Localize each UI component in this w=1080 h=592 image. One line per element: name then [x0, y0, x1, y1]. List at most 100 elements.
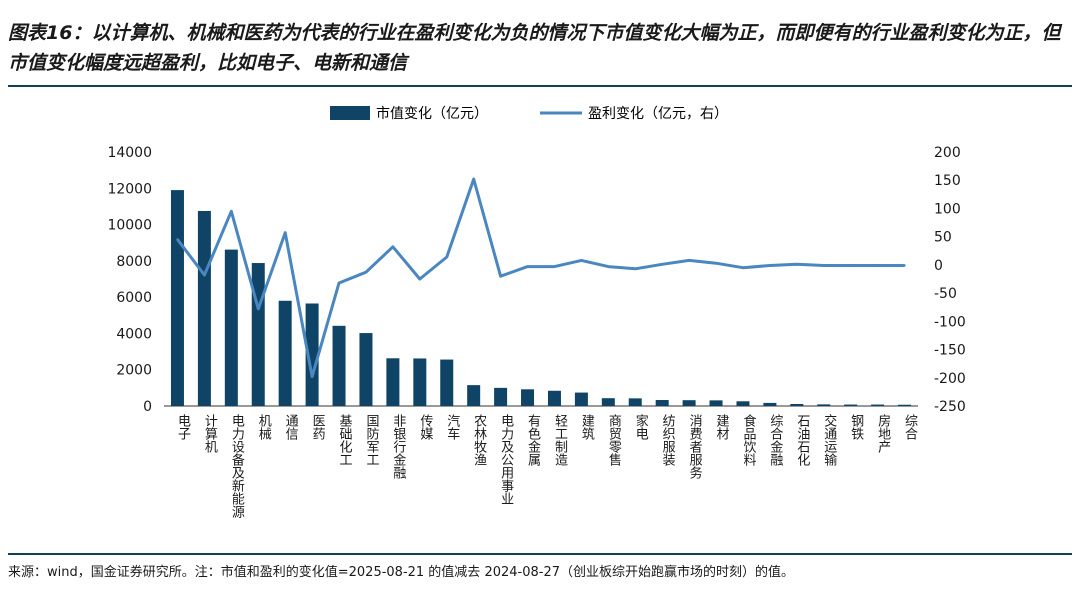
legend-bar-label: 市值变化（亿元） [376, 105, 488, 122]
x-tick-label: 医药 [310, 414, 326, 440]
bar [386, 358, 400, 406]
bar [197, 210, 211, 406]
line-point [391, 245, 395, 249]
x-tick-label: 汽车 [444, 414, 460, 440]
bar [547, 390, 561, 406]
y-right-tick-label: -200 [934, 371, 966, 387]
bar [790, 404, 804, 406]
bar [709, 400, 723, 406]
bar [574, 392, 588, 406]
bar [170, 190, 184, 406]
line-point [553, 265, 556, 268]
y-left-tick-label: 10000 [107, 218, 152, 234]
line-point [526, 265, 529, 268]
bar [332, 325, 346, 406]
x-tick-label: 有色金属 [525, 414, 541, 467]
x-tick-label: 钢铁 [848, 414, 864, 440]
bar [251, 263, 265, 406]
x-tick-label: 电力及公用事业 [498, 414, 514, 505]
bar [413, 358, 427, 406]
y-right-tick-label: 200 [934, 145, 961, 161]
x-tick-label: 综合金融 [767, 414, 783, 466]
bar [224, 249, 238, 406]
x-tick-label: 电力设备及新能源 [229, 414, 245, 518]
x-tick-label: 石油石化 [794, 414, 810, 467]
y-left-tick-label: 6000 [116, 290, 152, 306]
y-left-tick-label: 4000 [116, 326, 152, 342]
x-axis-labels: 电子 计算机 电力设备及新能源 机械 通信 医药 基础化工 国防军工 非银行金融 传媒 汽车 农林牧渔… [175, 413, 918, 518]
line-point [364, 271, 368, 274]
line-point [795, 263, 799, 266]
footer-rule [8, 553, 1072, 555]
line-point [660, 263, 664, 266]
legend-line-label: 盈利变化（亿元，右） [588, 106, 728, 122]
bar [601, 398, 615, 406]
x-tick-label: 计算机 [202, 414, 218, 454]
line-point [337, 281, 341, 285]
line-point [822, 264, 825, 267]
line-series [176, 177, 906, 379]
line-point [714, 261, 718, 265]
x-tick-label: 食品饮料 [740, 413, 756, 466]
chart-title: 图表16：以计算机、机械和医药为代表的行业在盈利变化为负的情况下市值变化大幅为正… [8, 22, 1061, 74]
line-point [876, 264, 879, 267]
line-point [230, 210, 233, 213]
source-note: 来源：wind，国金证券研究所。注：市值和盈利的变化值=2025-08-21 的… [8, 565, 794, 580]
x-tick-label: 通信 [283, 414, 299, 440]
line-point [203, 273, 206, 277]
x-tick-label: 建筑 [579, 414, 595, 441]
line-point [418, 277, 422, 281]
bar [817, 404, 831, 406]
x-tick-label: 传媒 [417, 414, 433, 440]
bar [628, 398, 642, 406]
legend: 市值变化（亿元） 盈利变化（亿元，右） [330, 105, 728, 122]
bar [871, 404, 885, 406]
y-left-tick-label: 14000 [107, 145, 152, 161]
bar-series [170, 190, 912, 406]
line-point [499, 274, 502, 278]
x-tick-label: 国防军工 [363, 414, 379, 466]
y-right-tick-label: -250 [934, 399, 966, 415]
y-right-tick-label: -150 [934, 343, 966, 359]
line-point [849, 264, 852, 267]
bar [521, 389, 535, 406]
line-point [580, 259, 583, 262]
y-right-tick-label: -100 [934, 314, 966, 330]
y-left-tick-label: 8000 [116, 254, 152, 270]
bar [682, 400, 696, 406]
x-tick-label: 基础化工 [337, 414, 353, 466]
bar [494, 387, 508, 406]
combo-chart: 市值变化（亿元） 盈利变化（亿元，右） 02000400060008000100… [107, 105, 966, 518]
profit-line [176, 177, 905, 379]
x-tick-label: 商贸零售 [606, 414, 622, 466]
bar [305, 303, 319, 406]
x-tick-label: 电子 [175, 414, 191, 440]
x-tick-label: 纺织服装 [660, 414, 676, 466]
line-point [310, 375, 314, 378]
y-left-tick-label: 0 [143, 399, 152, 415]
x-tick-label: 农林牧渔 [471, 414, 487, 466]
bar [359, 333, 373, 406]
line-point [741, 266, 745, 269]
x-tick-label: 消费者服务 [687, 414, 703, 479]
bar [440, 359, 454, 406]
y-right-tick-label: -50 [934, 286, 957, 302]
line-point [768, 264, 772, 267]
x-tick-label: 非银行金融 [390, 414, 406, 479]
line-point [687, 259, 691, 262]
y-left-tick-label: 12000 [107, 181, 152, 197]
bar [898, 404, 912, 406]
y-right-tick-label: 100 [934, 201, 961, 217]
bar [763, 402, 777, 406]
bar [467, 385, 481, 406]
y-right-tick-label: 0 [934, 258, 943, 274]
y-right-tick-label: 150 [934, 173, 961, 189]
line-point [607, 265, 610, 268]
legend-bar-swatch [330, 106, 370, 120]
x-tick-label: 家电 [633, 413, 649, 440]
x-tick-label: 建材 [714, 414, 730, 440]
line-point [176, 238, 179, 241]
x-tick-label: 轻工制造 [552, 414, 568, 467]
line-point [257, 307, 260, 311]
x-tick-label: 房地产 [875, 413, 891, 454]
